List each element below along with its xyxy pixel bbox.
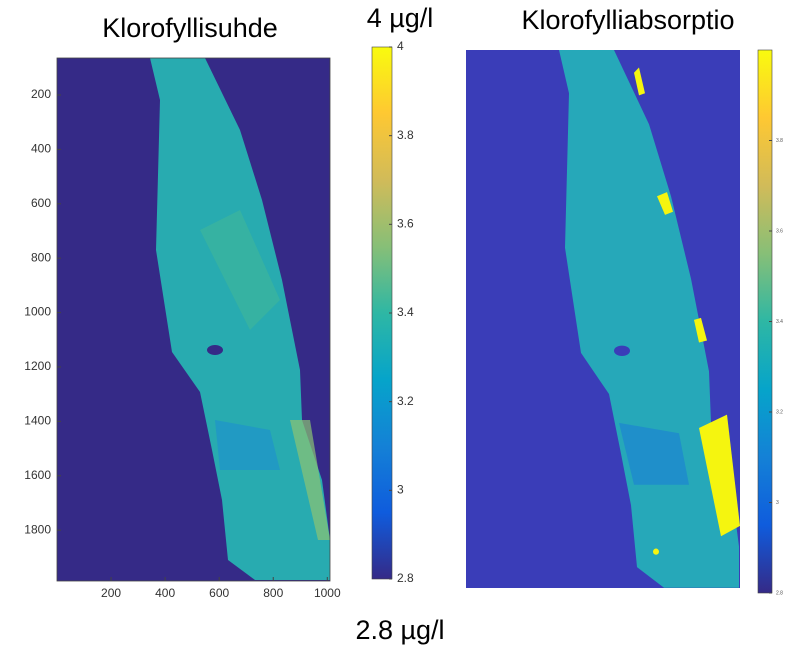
- y-tick-label: 1600: [24, 468, 51, 482]
- colorbar-tick-label: 3: [397, 483, 404, 497]
- colorbar-tick-label: 3.6: [776, 228, 783, 234]
- y-tick-label: 1000: [24, 305, 51, 319]
- y-tick-label: 1400: [24, 414, 51, 428]
- colorbar-tick-label: 3.4: [776, 319, 783, 325]
- y-tick-label: 800: [31, 250, 51, 264]
- y-tick-label: 1200: [24, 359, 51, 373]
- colorbar-tick-label: 4: [397, 39, 404, 53]
- colorbar-tick-label: 3.2: [397, 394, 414, 408]
- figure: Klorofyllisuhde 200 400 600 800 1000 200 400 600…: [0, 0, 798, 652]
- island: [207, 345, 223, 355]
- colorbar-tick-label: 3.8: [776, 138, 783, 144]
- lake-patch: [653, 549, 659, 555]
- colorbar-tick-label: 2.8: [397, 571, 414, 585]
- x-tick-label: 600: [209, 586, 229, 600]
- x-tick-label: 200: [101, 586, 121, 600]
- y-tick-label: 200: [31, 87, 51, 101]
- annotation: 2.8 µg/l: [355, 615, 444, 645]
- colorbar-tick-label: 3.8: [397, 128, 414, 142]
- y-tick-label: 400: [31, 142, 51, 156]
- colorbar-tick-label: 3.2: [776, 409, 783, 415]
- x-tick-label: 400: [155, 586, 175, 600]
- colorbar-tick-label: 2.8: [776, 590, 783, 596]
- x-tick-label: 1000: [314, 586, 341, 600]
- panel-title: Klorofyllisuhde: [102, 13, 278, 43]
- colorbar-tick-label: 3.4: [397, 305, 414, 319]
- y-tick-label: 600: [31, 196, 51, 210]
- panel-title: Klorofylliabsorptio: [521, 5, 734, 35]
- colorbar-tick-label: 3: [776, 500, 779, 506]
- island: [614, 346, 630, 356]
- colorbar-tick-label: 3.6: [397, 217, 414, 231]
- y-tick-label: 1800: [24, 522, 51, 536]
- x-tick-label: 800: [263, 586, 283, 600]
- annotation: 4 µg/l: [367, 3, 434, 33]
